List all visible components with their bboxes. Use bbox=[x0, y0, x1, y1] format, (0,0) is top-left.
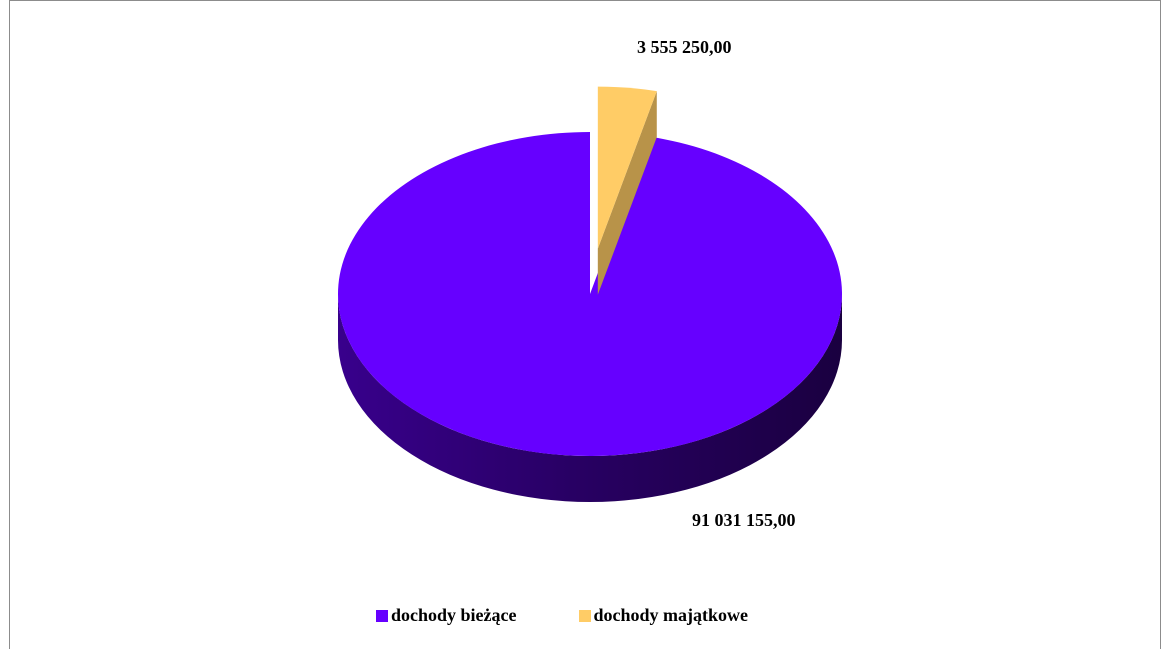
data-label-current-income: 91 031 155,00 bbox=[692, 510, 796, 530]
slice-property-income bbox=[597, 86, 657, 249]
pie-chart: 3 555 250,00 91 031 155,00 bbox=[338, 37, 842, 530]
legend-label-property-income: dochody majątkowe bbox=[593, 605, 749, 625]
slice-side-property-income bbox=[597, 91, 657, 295]
legend-entry-current-income: dochody bieżące bbox=[376, 605, 517, 626]
chart-area: 3 555 250,00 91 031 155,00 dochody bieżąc… bbox=[9, 0, 1161, 649]
slice-wall-current-income bbox=[338, 294, 842, 502]
slice-side-current-income bbox=[338, 294, 842, 502]
legend-swatch-property-income bbox=[578, 609, 591, 622]
legend: dochody bieżące dochody majątkowe bbox=[376, 605, 748, 626]
slice-current-income bbox=[338, 131, 842, 456]
data-label-property-income: 3 555 250,00 bbox=[637, 37, 732, 57]
legend-swatch-current-income bbox=[376, 609, 388, 622]
legend-entry-property-income: dochody majątkowe bbox=[578, 605, 749, 626]
legend-label-current-income: dochody bieżące bbox=[391, 605, 517, 625]
